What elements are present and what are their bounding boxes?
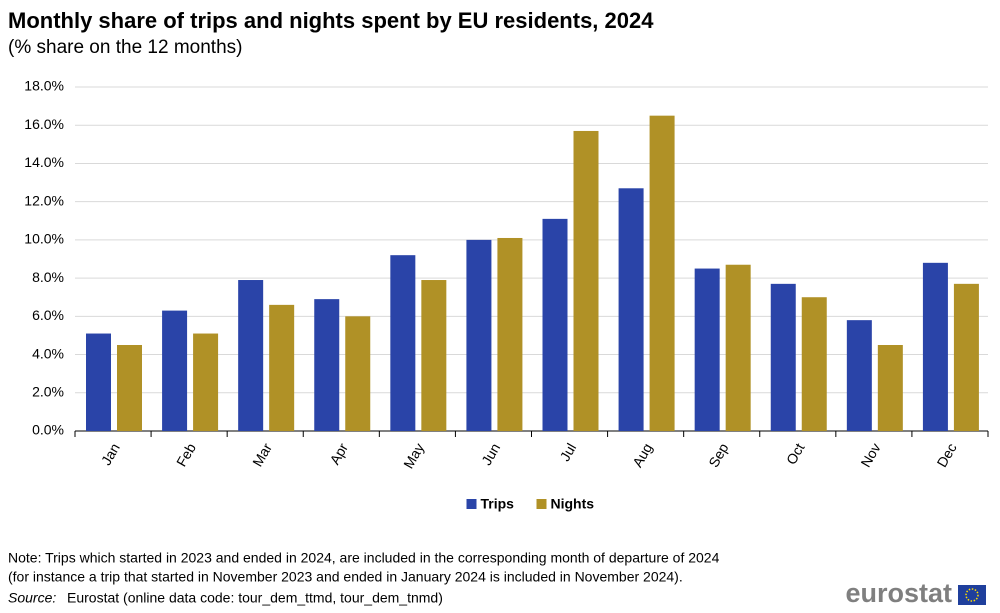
x-tick-label: Oct [783, 440, 808, 467]
bar [162, 310, 188, 431]
y-tick-label: 12.0% [24, 192, 64, 208]
y-tick-label: 14.0% [24, 154, 64, 170]
note: Note: Trips which started in 2023 and en… [8, 550, 720, 566]
x-tick-label: Jan [98, 440, 123, 468]
x-tick-label: Aug [629, 440, 655, 470]
x-tick-label: Feb [173, 440, 199, 469]
y-tick-label: 4.0% [32, 345, 64, 361]
bar [542, 218, 568, 431]
bar [801, 297, 827, 431]
x-tick-label: Sep [705, 440, 731, 470]
x-tick-label: May [400, 440, 427, 471]
bar [953, 283, 979, 431]
x-tick-label: Dec [933, 440, 959, 470]
bar [269, 304, 295, 431]
y-tick-label: 10.0% [24, 231, 64, 247]
bar [573, 130, 599, 431]
legend-swatch [466, 499, 477, 509]
x-tick-label: Jul [557, 440, 580, 464]
legend-swatch [536, 499, 547, 509]
note: (for instance a trip that started in Nov… [8, 569, 683, 585]
bar [770, 283, 796, 431]
y-tick-label: 8.0% [32, 269, 64, 285]
legend-label: Nights [551, 496, 595, 512]
bar [649, 115, 675, 432]
y-tick-label: 0.0% [32, 422, 64, 438]
eu-flag [958, 585, 986, 605]
legend-label: Trips [481, 496, 515, 512]
bar [345, 316, 371, 431]
x-tick-label: Mar [249, 440, 275, 469]
bar [497, 237, 523, 431]
bar [618, 188, 644, 431]
x-tick-label: Nov [857, 440, 883, 470]
bar [86, 333, 111, 431]
logo: eurostat [845, 578, 952, 608]
bar [922, 262, 948, 431]
bar [314, 299, 340, 431]
bar [466, 239, 492, 431]
bar [694, 268, 720, 431]
y-tick-label: 18.0% [24, 78, 64, 94]
bar [725, 264, 751, 431]
x-tick-label: Jun [478, 440, 503, 468]
source: Eurostat (online data code: tour_dem_ttm… [67, 590, 443, 606]
bar [390, 255, 416, 431]
y-tick-label: 2.0% [32, 383, 64, 399]
y-tick-label: 16.0% [24, 116, 64, 132]
source-label: Source: [8, 590, 56, 606]
bar [117, 345, 142, 431]
bar [193, 333, 219, 431]
chart-title: Monthly share of trips and nights spent … [8, 8, 654, 33]
chart-subtitle: (% share on the 12 months) [8, 37, 242, 58]
bar [238, 280, 264, 431]
y-tick-label: 6.0% [32, 307, 64, 323]
x-tick-label: Apr [326, 440, 351, 467]
bar [421, 280, 447, 431]
bar [877, 345, 903, 431]
bar [846, 320, 872, 431]
